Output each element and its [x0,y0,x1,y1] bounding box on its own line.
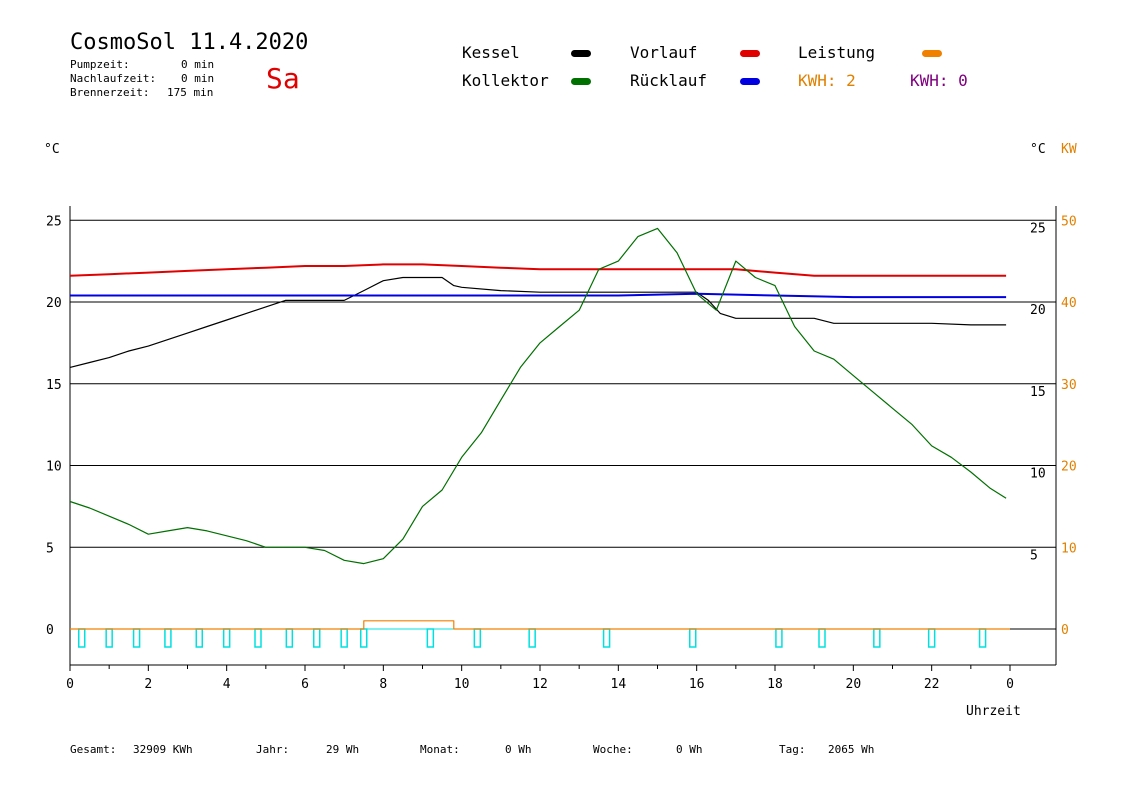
pump-mark [105,628,113,648]
footer-gesamt-label: Gesamt: [70,743,117,756]
left-axis-unit: °C [44,142,60,157]
stat-nachlaufzeit-label: Nachlaufzeit: [70,72,157,85]
y-tick-right-celsius: 20 [1030,303,1046,318]
chart-grid [70,219,1056,630]
pump-mark [927,628,936,648]
y-tick-left: 10 [46,460,62,475]
legend-ruecklauf-swatch [740,78,760,85]
stat-nachlaufzeit-value: 0 min [181,72,215,85]
y-axis-left-ticks: 0 5 10 15 20 25 [46,214,62,638]
y-tick-right-celsius: 25 [1030,221,1046,236]
y-tick-left: 5 [46,541,54,556]
legend-leistung-swatch [922,50,942,57]
y-tick-right-kw: 10 [1061,541,1077,556]
x-tick-label: 18 [767,677,783,692]
footer-monat-value: 0 Wh [505,743,532,756]
x-tick-label: 10 [454,677,470,692]
x-tick-label: 6 [301,677,309,692]
footer-jahr-value: 29 Wh [326,743,360,756]
x-tick-label: 2 [144,677,152,692]
y-axis-right-celsius-ticks: 5 10 15 20 25 [1030,221,1046,563]
y-tick-right-kw: 30 [1061,378,1077,393]
footer-tag-value: 2065 Wh [828,743,875,756]
legend-kollektor-label: Kollektor [462,71,549,90]
pump-mark [775,628,783,648]
stat-brennerzeit-value: 175 min [167,86,214,99]
y-tick-right-kw: 40 [1061,296,1077,311]
footer-gesamt-value: 32909 KWh [133,743,193,756]
x-tick-label: 0 [1006,677,1014,692]
footer-monat-label: Monat: [420,743,460,756]
pump-mark [978,628,987,648]
pump-mark [78,628,86,648]
series-line-rcklauf [70,292,1007,299]
pump-mark [360,628,368,648]
pump-mark [164,628,172,648]
pump-mark [222,628,231,648]
series-line-vorlauf [69,263,1007,277]
y-tick-left: 20 [46,296,62,311]
x-axis-label: Uhrzeit [966,704,1021,719]
pump-mark [313,628,321,648]
pump-mark [818,628,826,648]
pump-mark [132,628,141,648]
x-tick-label: 14 [611,677,627,692]
legend-kessel-swatch [571,50,591,57]
pump-mark [602,628,611,648]
x-tick-label: 20 [846,677,862,692]
pump-mark [873,628,881,648]
x-tick-label: 4 [223,677,231,692]
legend-kessel-label: Kessel [462,43,520,62]
y-tick-left: 15 [46,378,62,393]
y-tick-right-celsius: 10 [1030,467,1046,482]
stat-pumpzeit-label: Pumpzeit: [70,58,130,71]
pump-mark [528,628,536,648]
stat-brennerzeit-label: Brennerzeit: [70,86,150,99]
legend-leistung-label: Leistung [798,43,876,62]
legend-kollektor-swatch [571,78,591,85]
x-tick-label: 16 [689,677,705,692]
y-tick-right-celsius: 5 [1030,548,1038,563]
y-axis-right-kw-ticks: 0 10 20 30 40 50 [1061,214,1077,638]
series-line-kessel [69,276,1007,368]
y-tick-right-kw: 0 [1061,623,1069,638]
y-tick-left: 0 [46,623,54,638]
weekday-label: Sa [266,62,300,95]
footer-woche-label: Woche: [593,743,633,756]
pump-mark [689,628,697,648]
chart-series [69,227,1010,630]
legend-kwh-orange: KWH: 2 [798,71,856,90]
pump-mark [426,628,435,648]
x-tick-label: 0 [66,677,74,692]
y-tick-left: 25 [46,214,62,229]
footer-jahr-label: Jahr: [256,743,290,756]
chart-frame [69,206,1057,666]
y-tick-right-kw: 20 [1061,460,1077,475]
y-tick-right-kw: 50 [1061,214,1077,229]
pump-mark [473,628,482,648]
series-line-leistung [70,620,1010,630]
pump-mark [340,628,348,648]
stat-pumpzeit-value: 0 min [181,58,215,71]
right-axis-unit-celsius: °C [1030,142,1046,157]
x-tick-label: 12 [532,677,548,692]
pump-mark [285,628,294,648]
legend-vorlauf-label: Vorlauf [630,43,698,62]
legend-kwh-purple: KWH: 0 [910,71,968,90]
pump-mark [195,628,203,648]
series-line-kollektor [69,227,1007,565]
y-tick-right-celsius: 15 [1030,385,1046,400]
chart-title: CosmoSol 11.4.2020 [70,30,309,55]
pump-marks [70,628,1010,648]
legend-vorlauf-swatch [740,50,760,57]
right-axis-unit-kw: KW [1061,142,1077,157]
footer-woche-value: 0 Wh [676,743,703,756]
x-tick-label: 8 [379,677,387,692]
x-tick-label: 22 [924,677,940,692]
footer-tag-label: Tag: [779,743,806,756]
legend-ruecklauf-label: Rücklauf [630,71,708,90]
x-axis-ticks: 0 2 4 6 8 10 12 14 16 18 20 22 0 [66,665,1014,692]
pump-mark [254,628,262,648]
